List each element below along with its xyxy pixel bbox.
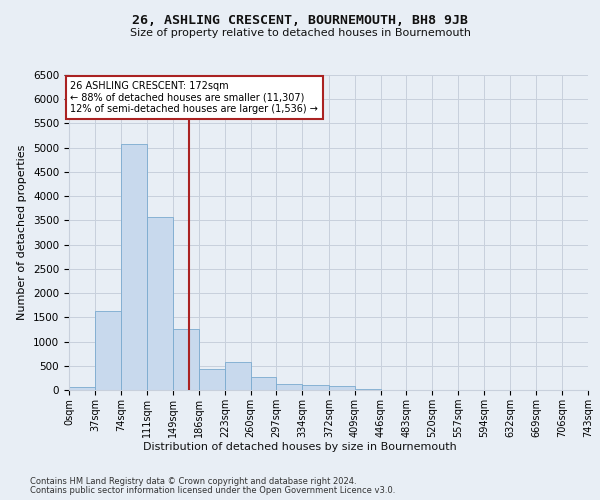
Text: Size of property relative to detached houses in Bournemouth: Size of property relative to detached ho…	[130, 28, 470, 38]
Text: 26 ASHLING CRESCENT: 172sqm
← 88% of detached houses are smaller (11,307)
12% of: 26 ASHLING CRESCENT: 172sqm ← 88% of det…	[70, 81, 318, 114]
Text: 26, ASHLING CRESCENT, BOURNEMOUTH, BH8 9JB: 26, ASHLING CRESCENT, BOURNEMOUTH, BH8 9…	[132, 14, 468, 27]
Bar	[146, 216, 173, 390]
Bar	[173, 330, 199, 390]
Bar	[199, 369, 225, 390]
Y-axis label: Number of detached properties: Number of detached properties	[17, 145, 28, 320]
Bar	[329, 386, 355, 390]
Bar	[95, 312, 121, 390]
Text: Distribution of detached houses by size in Bournemouth: Distribution of detached houses by size …	[143, 442, 457, 452]
Text: Contains public sector information licensed under the Open Government Licence v3: Contains public sector information licen…	[30, 486, 395, 495]
Bar	[251, 377, 277, 390]
Bar	[302, 385, 329, 390]
Bar	[121, 144, 146, 390]
Bar	[69, 387, 95, 390]
Bar	[225, 362, 251, 390]
Bar	[355, 388, 380, 390]
Text: Contains HM Land Registry data © Crown copyright and database right 2024.: Contains HM Land Registry data © Crown c…	[30, 478, 356, 486]
Bar	[277, 384, 302, 390]
